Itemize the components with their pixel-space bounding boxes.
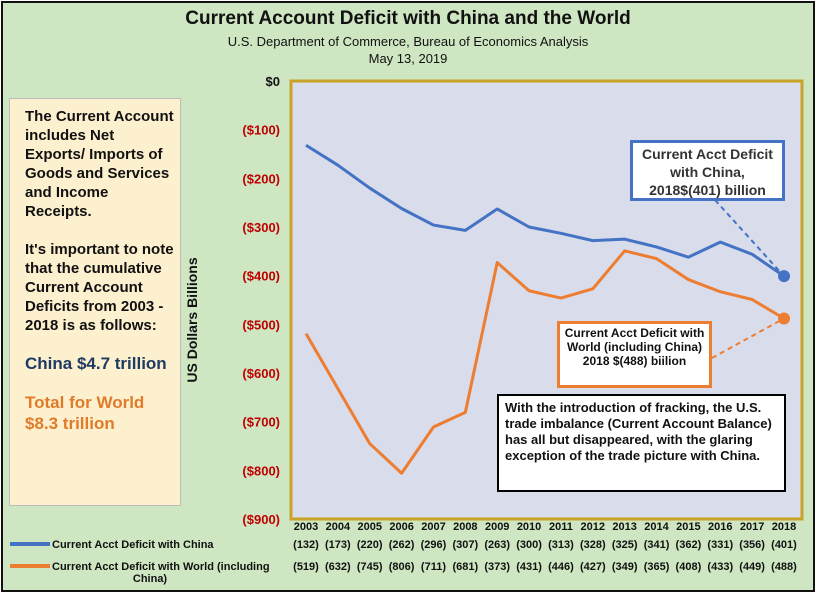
table-value: (325): [612, 539, 638, 551]
x-tick-label: 2010: [517, 521, 541, 533]
chart-date: May 13, 2019: [368, 51, 448, 66]
table-value: (431): [516, 561, 542, 573]
table-value: (681): [452, 561, 478, 573]
table-value: (307): [452, 539, 478, 551]
table-value: (220): [357, 539, 383, 551]
table-value: (427): [580, 561, 606, 573]
table-value: (488): [771, 561, 797, 573]
table-value: (433): [707, 561, 733, 573]
sidebar-text-2: It's important to note that the cumulati…: [25, 241, 174, 334]
table-value: (446): [548, 561, 574, 573]
y-tick-label: ($100): [242, 123, 280, 138]
table-value: (711): [421, 561, 446, 573]
y-tick-label: ($400): [242, 269, 280, 284]
table-value: (349): [612, 561, 638, 573]
sidebar-text: The Current Account includes Net Exports…: [25, 108, 174, 220]
table-value: (328): [580, 539, 606, 551]
table-value: (745): [357, 561, 383, 573]
table-value: (408): [676, 561, 702, 573]
x-tick-label: 2017: [740, 521, 764, 533]
china-total: China $4.7 trillion: [25, 354, 167, 373]
table-value: (300): [516, 539, 542, 551]
legend-label: Current Acct Deficit with China: [52, 539, 214, 551]
x-tick-label: 2012: [581, 521, 605, 533]
x-tick-label: 2005: [357, 521, 381, 533]
china-leader-line: [714, 199, 785, 277]
y-tick-label: ($800): [242, 463, 280, 478]
y-tick-label: ($700): [242, 415, 280, 430]
table-value: (401): [771, 539, 797, 551]
x-tick-label: 2003: [294, 521, 318, 533]
table-value: (263): [484, 539, 510, 551]
world-callout: Current Acct Deficit with World (includi…: [557, 321, 712, 388]
x-tick-label: 2018: [772, 521, 796, 533]
table-value: (632): [325, 561, 351, 573]
x-tick-label: 2007: [421, 521, 445, 533]
table-value: (373): [484, 561, 510, 573]
table-value: (341): [644, 539, 670, 551]
legend-label: China): [133, 573, 168, 585]
table-value: (313): [548, 539, 574, 551]
x-tick-label: 2013: [612, 521, 636, 533]
y-tick-label: $0: [266, 74, 280, 89]
table-value: (331): [707, 539, 733, 551]
x-tick-label: 2006: [389, 521, 413, 533]
fracking-note: With the introduction of fracking, the U…: [497, 394, 786, 492]
series-line: [305, 143, 785, 278]
chart-title: Current Account Deficit with China and t…: [185, 8, 631, 29]
x-tick-label: 2014: [644, 521, 669, 533]
table-value: (262): [389, 539, 415, 551]
chart-subtitle: U.S. Department of Commerce, Bureau of E…: [227, 34, 589, 49]
x-tick-label: 2008: [453, 521, 477, 533]
table-value: (296): [421, 539, 447, 551]
table-value: (806): [389, 561, 415, 573]
table-value: (173): [325, 539, 351, 551]
y-tick-label: ($300): [242, 220, 280, 235]
series-line: [304, 249, 785, 475]
x-tick-label: 2009: [485, 521, 509, 533]
china-callout: Current Acct Deficit with China, 2018$(4…: [630, 140, 785, 201]
y-tick-label: ($500): [242, 317, 280, 332]
table-value: (519): [293, 561, 319, 573]
table-value: (365): [644, 561, 670, 573]
y-tick-label: ($600): [242, 366, 280, 381]
legend-label: Current Acct Deficit with World (includi…: [52, 561, 270, 573]
table-value: (449): [739, 561, 765, 573]
x-tick-label: 2016: [708, 521, 732, 533]
world-leader-line: [711, 317, 785, 359]
y-tick-label: ($900): [242, 512, 280, 527]
x-tick-label: 2011: [549, 521, 573, 533]
x-tick-label: 2004: [326, 521, 351, 533]
table-value: (132): [293, 539, 319, 551]
y-tick-label: ($200): [242, 171, 280, 186]
world-total: Total for World $8.3 trillion: [25, 393, 145, 433]
table-value: (362): [676, 539, 702, 551]
x-tick-label: 2015: [676, 521, 700, 533]
info-sidebar: The Current Account includes Net Exports…: [9, 98, 181, 506]
table-value: (356): [739, 539, 765, 551]
